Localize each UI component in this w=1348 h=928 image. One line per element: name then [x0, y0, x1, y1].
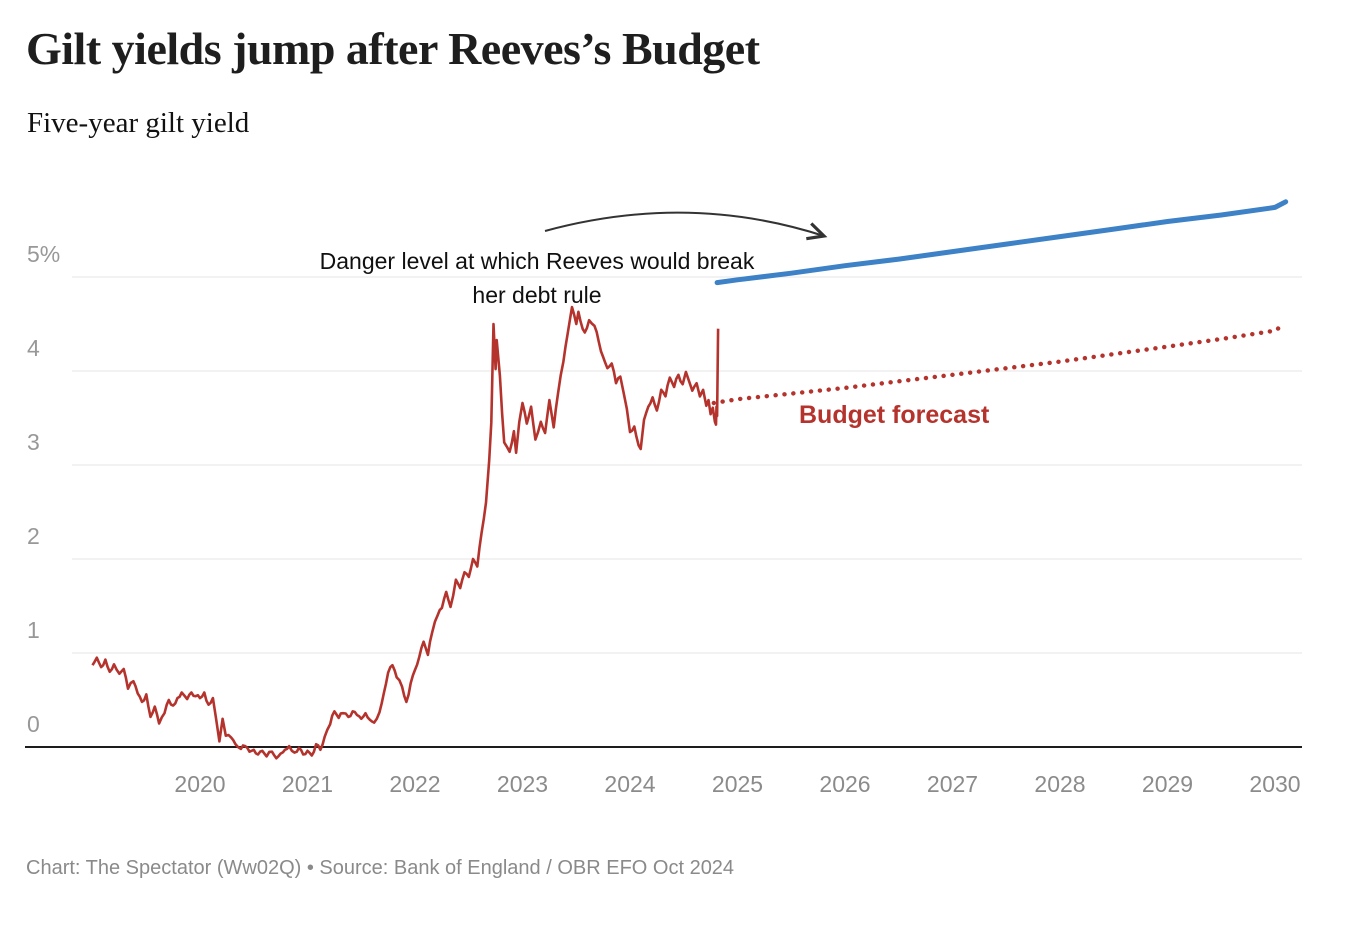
danger-level-line — [714, 199, 1289, 286]
plot-area — [25, 199, 1302, 760]
annotation-arrow — [544, 211, 828, 241]
danger-annotation-line2: her debt rule — [472, 282, 602, 308]
page-subtitle: Five-year gilt yield — [27, 107, 250, 139]
series-layer — [91, 199, 1289, 760]
historical-yield-line — [91, 305, 720, 760]
y-tick-label-1: 1 — [27, 617, 40, 643]
x-tick-label-2020: 2020 — [174, 771, 226, 797]
y-tick-label-3: 3 — [27, 429, 40, 455]
y-tick-label-2: 2 — [27, 523, 40, 549]
danger-level-annotation: Danger level at which Reeves would break… — [237, 244, 837, 312]
x-tick-label-2023: 2023 — [496, 771, 549, 797]
x-tick-label-2028: 2028 — [1034, 771, 1086, 797]
x-tick-label-2021: 2021 — [281, 771, 334, 797]
chart-credit: Chart: The Spectator (Ww02Q) • Source: B… — [26, 857, 735, 879]
danger-annotation-line1: Danger level at which Reeves would break — [319, 248, 755, 274]
x-tick-label-2026: 2026 — [819, 771, 871, 797]
x-tick-label-2030: 2030 — [1249, 771, 1301, 797]
y-tick-label-4: 4 — [27, 335, 40, 361]
page-title: Gilt yields jump after Reeves’s Budget — [26, 23, 760, 74]
budget-forecast-label: Budget forecast — [799, 401, 990, 429]
x-tick-label-2029: 2029 — [1141, 771, 1194, 797]
y-tick-label-0: 0 — [27, 711, 40, 737]
x-tick-label-2024: 2024 — [604, 771, 656, 797]
gridlines — [25, 276, 1302, 748]
budget-forecast-line — [711, 322, 1286, 406]
y-tick-label-5: 5% — [27, 241, 61, 267]
x-tick-label-2022: 2022 — [389, 771, 441, 797]
x-tick-label-2025: 2025 — [711, 771, 764, 797]
x-tick-label-2027: 2027 — [926, 771, 979, 797]
